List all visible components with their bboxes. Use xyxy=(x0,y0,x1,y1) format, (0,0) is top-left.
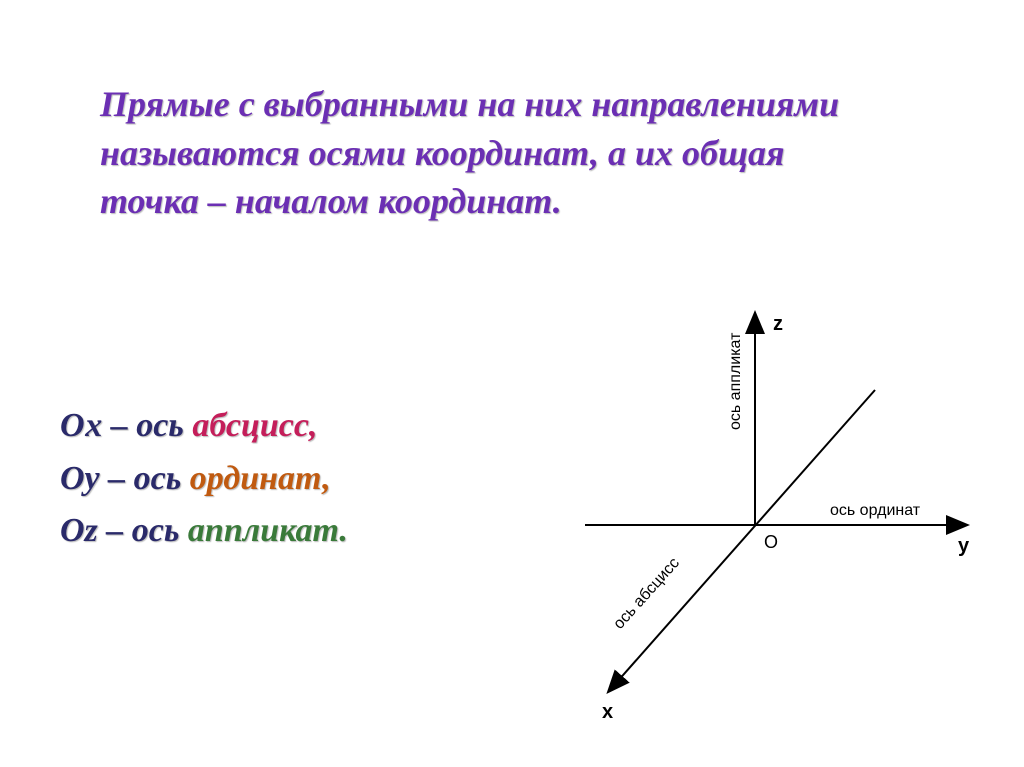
z-axis-name: ось аппликат xyxy=(727,332,744,430)
y-label: y xyxy=(958,535,970,557)
origin-label: O xyxy=(764,532,778,552)
oz-prefix: Оz – ось xyxy=(60,512,188,549)
coordinate-diagram: z y x O ось аппликат ось ординат ось абс… xyxy=(530,300,980,750)
main-paragraph: Прямые с выбранными на них направлениями… xyxy=(100,80,880,226)
oy-prefix: Оу – ось xyxy=(60,460,190,497)
y-axis-name: ось ординат xyxy=(830,502,921,519)
ox-prefix: Ох – ось xyxy=(60,407,192,444)
oz-name: аппликат. xyxy=(188,512,348,549)
x-label: x xyxy=(602,701,613,723)
oy-name: ординат, xyxy=(190,460,331,497)
axis-definitions: Ох – ось абсцисс, Оу – ось ординат, Оz –… xyxy=(60,400,510,558)
axis-oz-line: Оz – ось аппликат. xyxy=(60,505,510,558)
axes-svg: z y x O ось аппликат ось ординат ось абс… xyxy=(530,300,980,750)
ox-name: абсцисс, xyxy=(192,407,317,444)
x-axis-line xyxy=(609,390,875,691)
axis-oy-line: Оу – ось ординат, xyxy=(60,453,510,506)
axis-ox-line: Ох – ось абсцисс, xyxy=(60,400,510,453)
z-label: z xyxy=(773,313,783,335)
